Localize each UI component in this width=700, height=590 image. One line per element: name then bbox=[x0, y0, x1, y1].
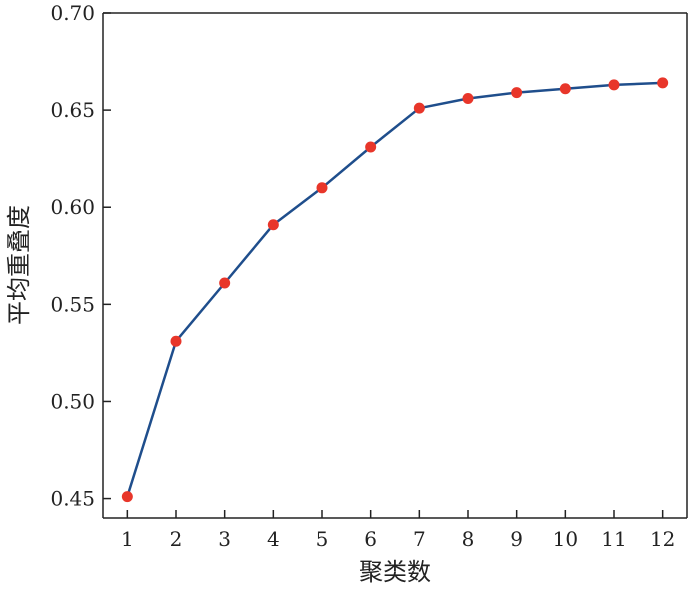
data-point bbox=[413, 102, 425, 114]
data-point bbox=[219, 277, 231, 289]
x-tick-label: 12 bbox=[650, 527, 675, 551]
y-tick-label: 0.50 bbox=[50, 389, 95, 413]
y-axis-label: 平均重叠度 bbox=[5, 205, 33, 325]
x-axis-ticks: 1 2 3 4 5 6 7 8 9 10 11 12 bbox=[121, 510, 675, 551]
x-tick-label: 2 bbox=[170, 527, 183, 551]
y-tick-label: 0.55 bbox=[50, 292, 95, 316]
x-axis-label: 聚类数 bbox=[359, 558, 431, 586]
x-tick-label: 3 bbox=[218, 527, 231, 551]
y-tick-label: 0.60 bbox=[50, 195, 95, 219]
data-point bbox=[462, 92, 474, 104]
series-line bbox=[126, 81, 663, 497]
x-tick-label: 1 bbox=[121, 527, 134, 551]
data-point bbox=[608, 79, 620, 91]
x-tick-label: 9 bbox=[510, 527, 523, 551]
data-point bbox=[316, 182, 328, 194]
y-tick-label: 0.45 bbox=[50, 487, 95, 511]
x-tick-label: 4 bbox=[267, 527, 280, 551]
y-tick-label: 0.70 bbox=[50, 1, 95, 25]
x-tick-label: 11 bbox=[601, 527, 626, 551]
x-tick-label: 5 bbox=[316, 527, 329, 551]
data-point bbox=[365, 141, 377, 153]
data-point bbox=[559, 83, 571, 95]
x-tick-label: 7 bbox=[413, 527, 426, 551]
plot-frame bbox=[102, 12, 688, 519]
x-tick-label: 8 bbox=[462, 527, 475, 551]
data-point bbox=[657, 77, 669, 89]
x-tick-label: 6 bbox=[364, 527, 377, 551]
data-point bbox=[121, 491, 133, 503]
y-tick-label: 0.65 bbox=[50, 98, 95, 122]
x-tick-label: 10 bbox=[553, 527, 578, 551]
data-point bbox=[267, 219, 279, 231]
data-point bbox=[511, 87, 523, 99]
y-axis-ticks: 0.45 0.50 0.55 0.60 0.65 0.70 bbox=[50, 1, 111, 511]
data-point bbox=[170, 335, 182, 347]
data-series bbox=[121, 77, 669, 503]
